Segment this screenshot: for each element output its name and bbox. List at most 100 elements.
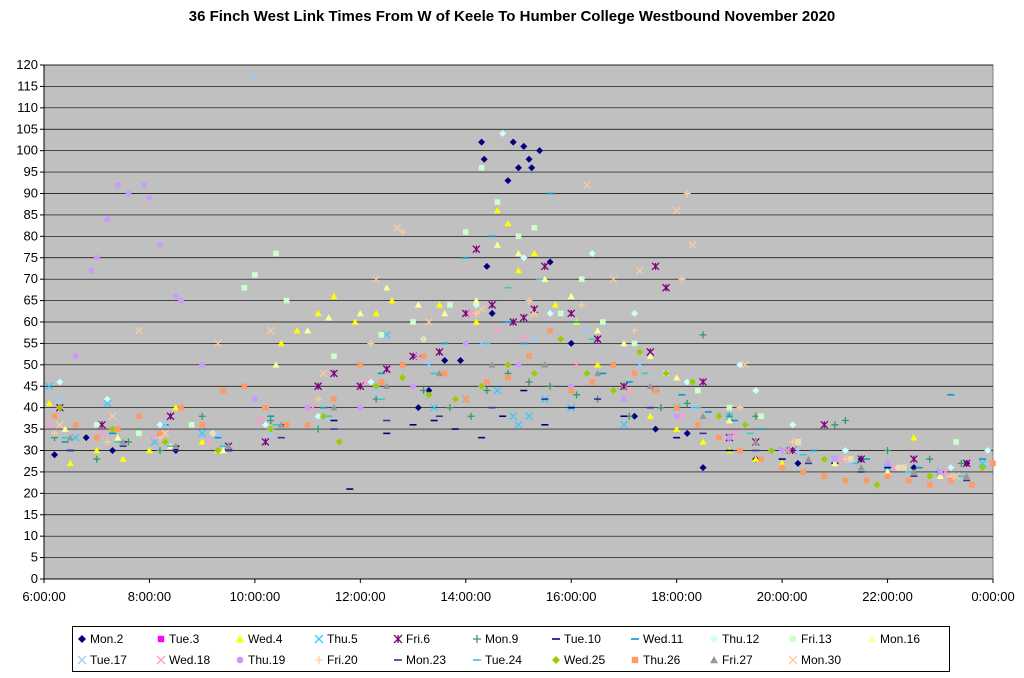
series-tue-24 bbox=[61, 278, 965, 477]
data-point bbox=[382, 330, 391, 339]
legend-marker-shape bbox=[315, 656, 323, 664]
y-tick-label: 50 bbox=[24, 357, 38, 372]
data-point bbox=[831, 459, 839, 467]
y-tick-label: 40 bbox=[24, 400, 38, 415]
y-tick-label: 35 bbox=[24, 421, 38, 436]
data-point bbox=[256, 416, 265, 425]
data-point bbox=[198, 412, 206, 420]
y-tick-label: 15 bbox=[24, 507, 38, 522]
legend-marker bbox=[236, 635, 244, 643]
data-point bbox=[410, 319, 416, 325]
data-point bbox=[530, 249, 538, 257]
data-point bbox=[990, 460, 996, 467]
data-point bbox=[530, 335, 539, 344]
y-tick-label: 5 bbox=[31, 550, 38, 565]
data-point bbox=[109, 447, 117, 454]
data-point bbox=[504, 361, 512, 369]
data-point bbox=[209, 429, 217, 437]
x-tick-label: 16:00:00 bbox=[546, 589, 597, 604]
data-point bbox=[98, 420, 106, 429]
data-point bbox=[424, 318, 433, 326]
data-point bbox=[467, 412, 475, 420]
data-point bbox=[546, 309, 554, 317]
data-point bbox=[673, 374, 681, 381]
data-point bbox=[451, 395, 459, 403]
data-point bbox=[540, 262, 549, 271]
data-point bbox=[267, 425, 275, 433]
legend-marker-shape bbox=[473, 635, 481, 643]
y-tick-label: 10 bbox=[24, 528, 38, 543]
data-point bbox=[528, 164, 536, 172]
data-point bbox=[683, 399, 691, 407]
data-point bbox=[778, 459, 786, 467]
data-point bbox=[515, 233, 522, 240]
x-tick-label: 10:00:00 bbox=[230, 589, 281, 604]
data-point bbox=[161, 420, 170, 429]
data-point bbox=[873, 481, 881, 489]
data-point bbox=[716, 434, 722, 441]
data-point bbox=[331, 396, 337, 402]
data-point bbox=[420, 353, 427, 360]
data-point bbox=[884, 468, 892, 475]
data-point bbox=[726, 404, 733, 411]
data-point bbox=[699, 464, 707, 472]
series-mon-9 bbox=[51, 331, 965, 467]
data-point bbox=[109, 425, 117, 433]
data-point bbox=[335, 438, 343, 446]
data-point bbox=[199, 361, 206, 368]
y-tick-label: 85 bbox=[24, 207, 38, 222]
y-tick-label: 20 bbox=[24, 485, 38, 500]
data-point bbox=[610, 362, 617, 368]
data-point bbox=[446, 404, 454, 412]
legend-marker-shape bbox=[157, 635, 165, 643]
legend-marker-shape bbox=[710, 656, 718, 664]
data-point bbox=[51, 451, 59, 459]
data-point bbox=[488, 300, 497, 309]
data-point bbox=[783, 446, 792, 455]
legend-label: Mon.30 bbox=[801, 653, 842, 667]
legend-item: Wed.25 bbox=[551, 651, 605, 669]
data-point bbox=[520, 142, 528, 150]
data-point bbox=[472, 309, 480, 317]
data-point bbox=[525, 412, 534, 421]
data-point bbox=[250, 73, 259, 82]
data-point bbox=[578, 276, 585, 282]
y-tick-label: 25 bbox=[24, 464, 38, 479]
data-point bbox=[758, 456, 764, 462]
series-mon-30 bbox=[55, 180, 961, 481]
data-point bbox=[399, 228, 407, 236]
data-point bbox=[836, 455, 845, 464]
data-point bbox=[372, 309, 380, 317]
data-point bbox=[467, 309, 476, 318]
data-point bbox=[926, 472, 934, 480]
data-point bbox=[483, 262, 491, 270]
data-point bbox=[683, 378, 691, 386]
data-point bbox=[388, 297, 396, 304]
data-point bbox=[430, 403, 439, 412]
data-point bbox=[308, 403, 317, 412]
legend-item: Mon.9 bbox=[472, 630, 518, 648]
data-point bbox=[520, 254, 528, 262]
legend-marker bbox=[552, 656, 560, 664]
data-point bbox=[789, 438, 797, 446]
data-point bbox=[752, 455, 760, 462]
series-thu-5 bbox=[45, 330, 987, 476]
data-point bbox=[646, 412, 654, 420]
x-tick-label: 0:00:00 bbox=[971, 589, 1014, 604]
legend-item: Thu.5 bbox=[314, 630, 358, 648]
data-point bbox=[314, 425, 322, 433]
data-point bbox=[699, 378, 707, 386]
data-point bbox=[926, 455, 934, 463]
legend-label: Thu.19 bbox=[248, 653, 286, 667]
data-point bbox=[157, 430, 163, 437]
data-point bbox=[103, 438, 111, 446]
legend-label: Tue.10 bbox=[564, 632, 601, 646]
data-point bbox=[978, 459, 987, 468]
data-point bbox=[646, 382, 654, 390]
series-fri-20 bbox=[51, 190, 955, 480]
data-point bbox=[266, 326, 275, 335]
data-point bbox=[93, 447, 101, 454]
legend-label: Fri.27 bbox=[722, 653, 753, 667]
data-point bbox=[631, 370, 638, 377]
data-point bbox=[462, 396, 469, 402]
